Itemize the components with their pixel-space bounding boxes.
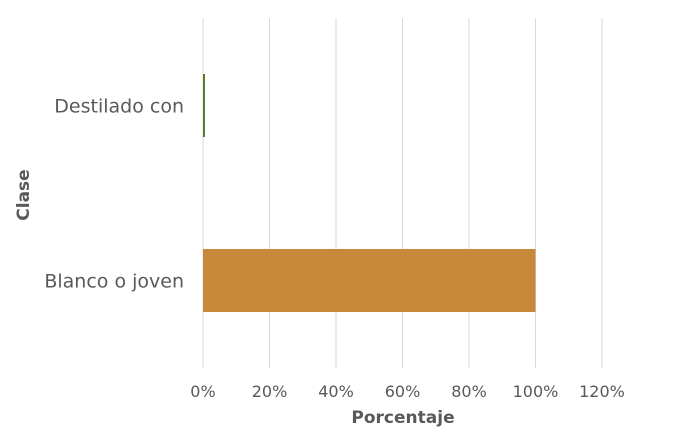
category-labels: Destilado con Blanco o joven — [44, 96, 184, 293]
x-axis-title: Porcentaje — [351, 408, 454, 428]
x-tick-label: 80% — [451, 382, 487, 401]
x-tick-label: 40% — [318, 382, 354, 401]
bars — [203, 74, 536, 312]
x-tick-label: 20% — [252, 382, 288, 401]
x-tick-label: 0% — [190, 382, 215, 401]
bar — [203, 249, 536, 312]
category-label: Blanco o joven — [44, 271, 184, 293]
x-tick-label: 60% — [385, 382, 421, 401]
x-tick-labels: 0% 20% 40% 60% 80% 100% 120% — [190, 382, 625, 401]
category-label: Destilado con — [54, 96, 184, 118]
y-axis-title: Clase — [14, 169, 34, 220]
x-tick-label: 120% — [579, 382, 625, 401]
gridlines — [202, 18, 603, 368]
x-tick-label: 100% — [513, 382, 559, 401]
bar — [203, 74, 205, 137]
